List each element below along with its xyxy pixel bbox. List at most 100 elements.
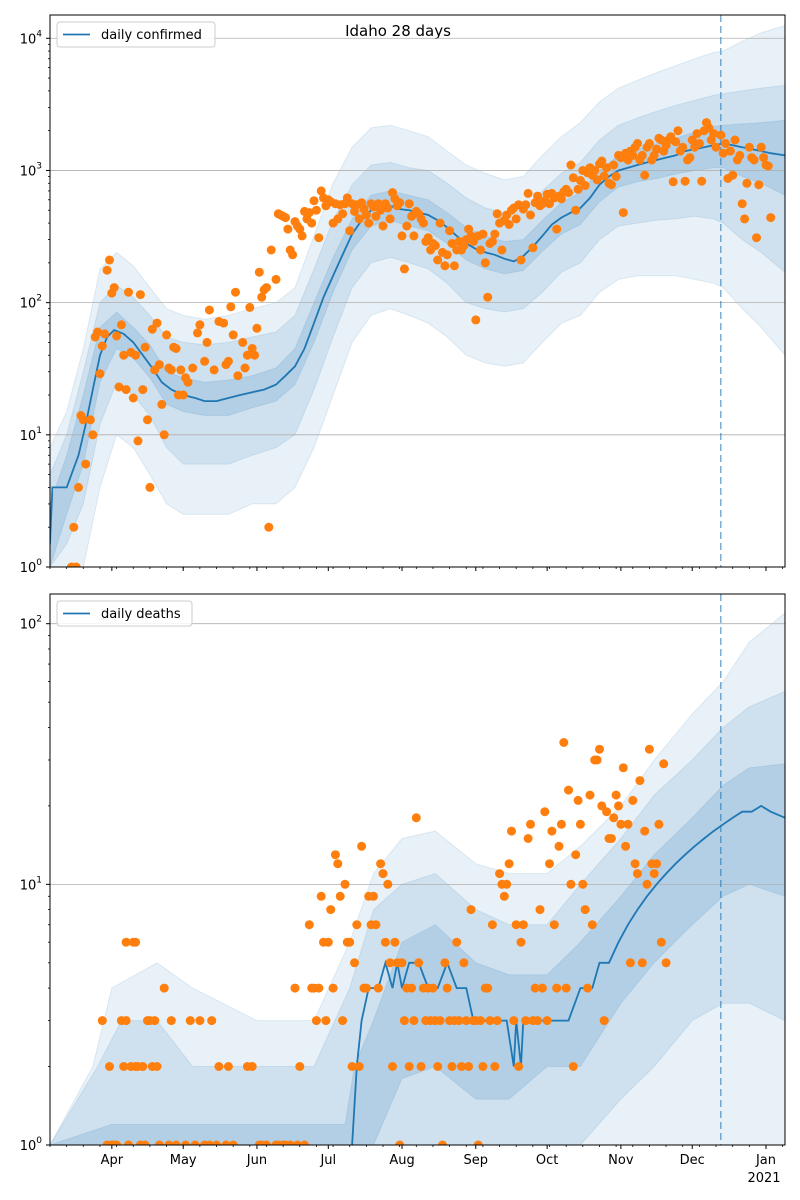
data-point <box>378 221 388 231</box>
data-point <box>200 356 210 366</box>
data-point <box>288 250 298 260</box>
data-point <box>159 983 169 993</box>
data-point <box>478 229 488 239</box>
legend-label: daily deaths <box>101 607 181 622</box>
data-point <box>611 172 621 181</box>
data-point <box>376 859 386 869</box>
data-point <box>338 209 348 219</box>
data-point <box>333 859 343 869</box>
data-point <box>516 937 526 947</box>
data-point <box>233 371 243 381</box>
data-point <box>549 920 559 930</box>
data-point <box>628 795 638 805</box>
legend: daily confirmed <box>56 21 216 48</box>
data-point <box>430 241 440 251</box>
data-point <box>352 920 362 930</box>
data-point <box>119 1062 129 1071</box>
data-point <box>223 1062 233 1071</box>
data-point <box>633 869 642 879</box>
data-point <box>499 891 509 901</box>
data-point <box>464 224 474 234</box>
data-point <box>369 891 378 901</box>
data-point <box>69 522 79 532</box>
data-point <box>402 221 412 231</box>
data-point <box>671 137 681 147</box>
data-point <box>100 329 110 339</box>
data-point <box>735 150 745 160</box>
data-point <box>459 958 469 968</box>
data-point <box>583 983 593 993</box>
data-point <box>383 879 393 889</box>
data-point <box>114 382 124 392</box>
data-point <box>416 1062 426 1071</box>
x-axis-labels: 2021 Apr May Jun Jul Aug Sep Oct Nov Dec Jan <box>101 1153 781 1186</box>
x-tick-label: Oct <box>536 1153 558 1168</box>
data-point <box>221 1140 231 1145</box>
data-point <box>326 905 336 915</box>
data-point <box>262 283 271 293</box>
data-point <box>454 1016 464 1026</box>
data-point <box>181 1140 191 1145</box>
x-tick-label: Dec <box>680 1153 705 1168</box>
data-point <box>138 1062 148 1071</box>
data-point <box>283 224 293 234</box>
data-point <box>585 790 595 800</box>
data-point <box>154 360 164 370</box>
data-point <box>656 937 666 947</box>
axes-frame <box>49 593 786 1146</box>
data-point <box>466 905 476 915</box>
data-point <box>644 139 654 148</box>
data-point <box>445 226 455 236</box>
data-point <box>135 290 145 300</box>
data-point <box>564 785 573 795</box>
data-point <box>361 983 371 993</box>
data-point <box>554 841 564 851</box>
data-point <box>238 337 248 347</box>
data-point <box>223 356 233 366</box>
data-point <box>147 324 157 334</box>
data-point <box>314 983 324 993</box>
data-point <box>385 958 395 968</box>
data-point <box>119 350 129 360</box>
data-point <box>190 1140 200 1145</box>
data-point <box>105 255 114 265</box>
data-point <box>571 205 581 215</box>
y-tick-label: 100 <box>20 1136 43 1154</box>
data-point <box>219 318 229 328</box>
x-tick-label: Nov <box>608 1153 634 1168</box>
data-point <box>580 181 590 190</box>
data-point <box>606 180 616 190</box>
data-point <box>131 350 141 360</box>
data-point <box>592 175 602 185</box>
data-point <box>537 983 547 993</box>
data-point <box>587 920 597 930</box>
data-point <box>728 170 738 180</box>
data-point <box>737 199 747 209</box>
x-tick-label: Sep <box>464 1153 489 1168</box>
data-point <box>756 142 766 152</box>
data-point <box>185 1016 195 1026</box>
data-point <box>214 1062 224 1071</box>
data-point <box>376 205 386 215</box>
data-point <box>166 1016 176 1026</box>
data-point <box>599 1016 609 1026</box>
data-point <box>311 1016 321 1026</box>
data-point <box>309 196 319 206</box>
data-point <box>447 1062 457 1071</box>
data-point <box>138 385 148 395</box>
data-point <box>361 210 371 220</box>
data-point <box>483 983 493 993</box>
data-point <box>345 937 355 947</box>
data-point <box>599 171 609 181</box>
data-point <box>709 129 719 139</box>
data-point <box>323 937 333 947</box>
uncertainty-band-middle <box>50 84 785 567</box>
data-point <box>364 218 374 228</box>
data-point <box>166 365 176 375</box>
data-point <box>397 231 407 241</box>
data-point <box>759 153 769 163</box>
legend-box <box>56 600 193 627</box>
data-point <box>533 191 543 201</box>
data-point <box>250 350 260 360</box>
